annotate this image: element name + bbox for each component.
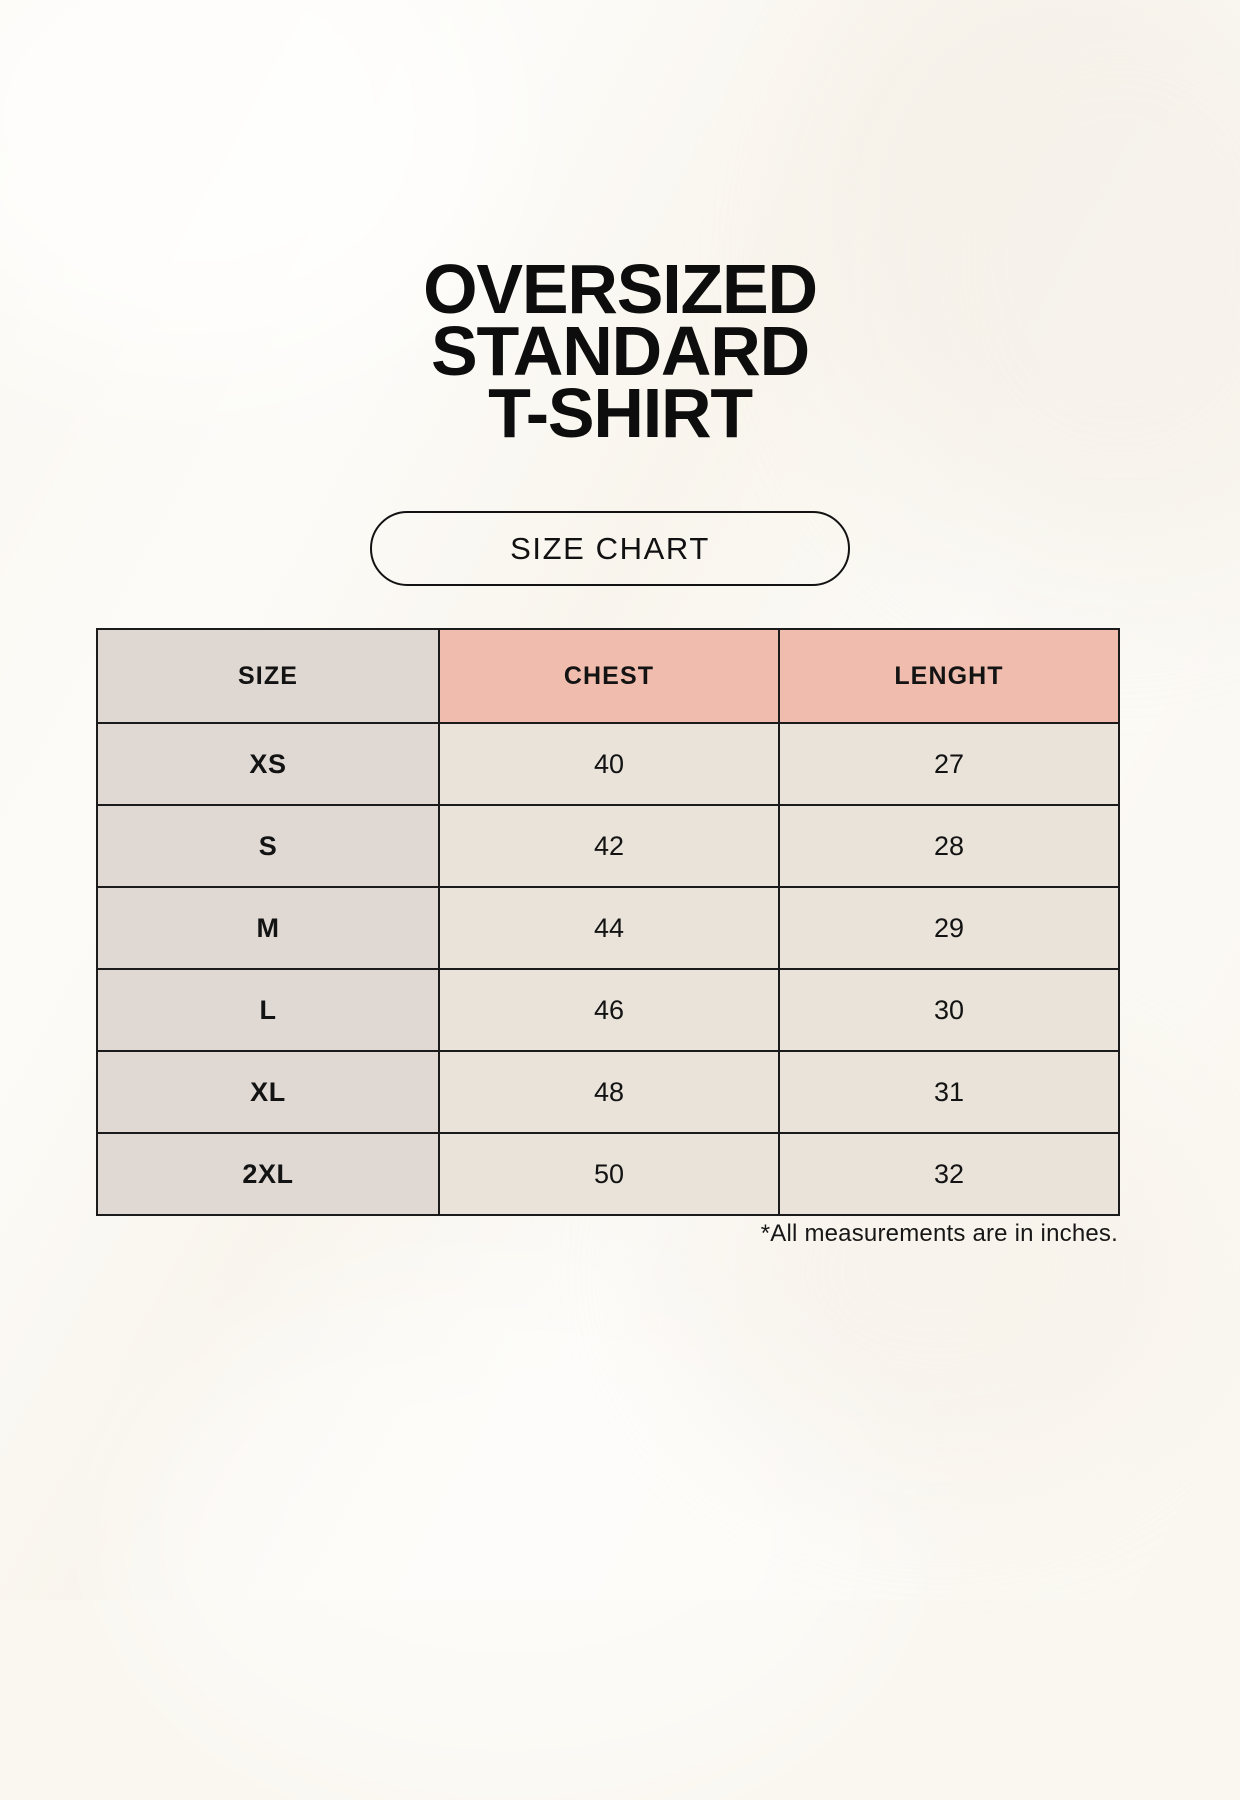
column-header-length: LENGHT: [778, 628, 1120, 724]
size-chart-page: OVERSIZED STANDARD T-SHIRT SIZE CHART SI…: [0, 250, 1240, 1247]
page-title: OVERSIZED STANDARD T-SHIRT: [0, 250, 1240, 452]
cell-chest: 44: [438, 886, 780, 970]
cell-length: 28: [778, 804, 1120, 888]
cell-length: 32: [778, 1132, 1120, 1216]
measurement-note: *All measurements are in inches.: [760, 1220, 1118, 1247]
table-row: S 42 28: [96, 804, 1120, 888]
size-chart-table: SIZE CHEST LENGHT XS 40 27 S 42 28 M 44 …: [96, 628, 1120, 1216]
table-row: XL 48 31: [96, 1050, 1120, 1134]
cell-length: 30: [778, 968, 1120, 1052]
cell-size: S: [96, 804, 440, 888]
table-body: XS 40 27 S 42 28 M 44 29 L 46 30 XL 48: [96, 722, 1120, 1216]
cell-size: M: [96, 886, 440, 970]
size-chart-badge-label: SIZE CHART: [510, 530, 710, 566]
table-row: M 44 29: [96, 886, 1120, 970]
title-line-1: OVERSIZED: [423, 250, 818, 328]
cell-size: L: [96, 968, 440, 1052]
table-row: L 46 30: [96, 968, 1120, 1052]
title-line-2: STANDARD: [431, 312, 810, 390]
cell-length: 31: [778, 1050, 1120, 1134]
cell-size: XL: [96, 1050, 440, 1134]
table-row: XS 40 27: [96, 722, 1120, 806]
cell-length: 27: [778, 722, 1120, 806]
cell-length: 29: [778, 886, 1120, 970]
table-row: 2XL 50 32: [96, 1132, 1120, 1216]
table-header: SIZE CHEST LENGHT: [96, 628, 1120, 724]
title-line-3: T-SHIRT: [488, 374, 753, 452]
cell-size: 2XL: [96, 1132, 440, 1216]
size-chart-badge: SIZE CHART: [370, 511, 850, 586]
cell-chest: 46: [438, 968, 780, 1052]
cell-chest: 50: [438, 1132, 780, 1216]
table-header-row: SIZE CHEST LENGHT: [96, 628, 1120, 724]
cell-chest: 48: [438, 1050, 780, 1134]
cell-chest: 42: [438, 804, 780, 888]
cell-chest: 40: [438, 722, 780, 806]
column-header-chest: CHEST: [438, 628, 780, 724]
column-header-size: SIZE: [96, 628, 440, 724]
cell-size: XS: [96, 722, 440, 806]
